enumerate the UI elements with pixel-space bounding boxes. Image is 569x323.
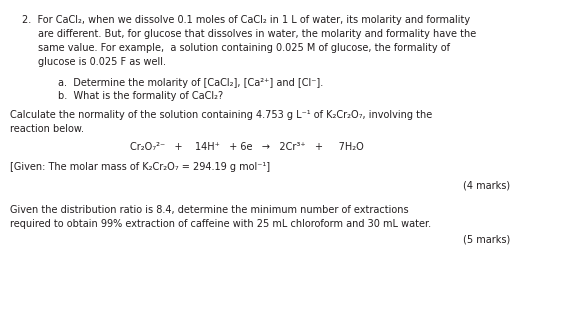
Text: Cr₂O₇²⁻   +    14H⁺   + 6e   →   2Cr³⁺   +     7H₂O: Cr₂O₇²⁻ + 14H⁺ + 6e → 2Cr³⁺ + 7H₂O	[130, 142, 364, 152]
Text: Calculate the normality of the solution containing 4.753 g L⁻¹ of K₂Cr₂O₇, invol: Calculate the normality of the solution …	[10, 110, 432, 120]
Text: (5 marks): (5 marks)	[463, 235, 510, 245]
Text: reaction below.: reaction below.	[10, 124, 84, 134]
Text: glucose is 0.025 F as well.: glucose is 0.025 F as well.	[38, 57, 166, 67]
Text: (4 marks): (4 marks)	[463, 180, 510, 190]
Text: required to obtain 99% extraction of caffeine with 25 mL chloroform and 30 mL wa: required to obtain 99% extraction of caf…	[10, 219, 431, 229]
Text: are different. But, for glucose that dissolves in water, the molarity and formal: are different. But, for glucose that dis…	[38, 29, 476, 39]
Text: a.  Determine the molarity of [CaCl₂], [Ca²⁺] and [Cl⁻].: a. Determine the molarity of [CaCl₂], [C…	[58, 78, 323, 88]
Text: b.  What is the formality of CaCl₂?: b. What is the formality of CaCl₂?	[58, 91, 223, 101]
Text: 2.  For CaCl₂, when we dissolve 0.1 moles of CaCl₂ in 1 L of water, its molarity: 2. For CaCl₂, when we dissolve 0.1 moles…	[22, 15, 470, 25]
Text: Given the distribution ratio is 8.4, determine the minimum number of extractions: Given the distribution ratio is 8.4, det…	[10, 205, 409, 215]
Text: [Given: The molar mass of K₂Cr₂O₇ = 294.19 g mol⁻¹]: [Given: The molar mass of K₂Cr₂O₇ = 294.…	[10, 162, 270, 172]
Text: same value. For example,  a solution containing 0.025 M of glucose, the formalit: same value. For example, a solution cont…	[38, 43, 450, 53]
